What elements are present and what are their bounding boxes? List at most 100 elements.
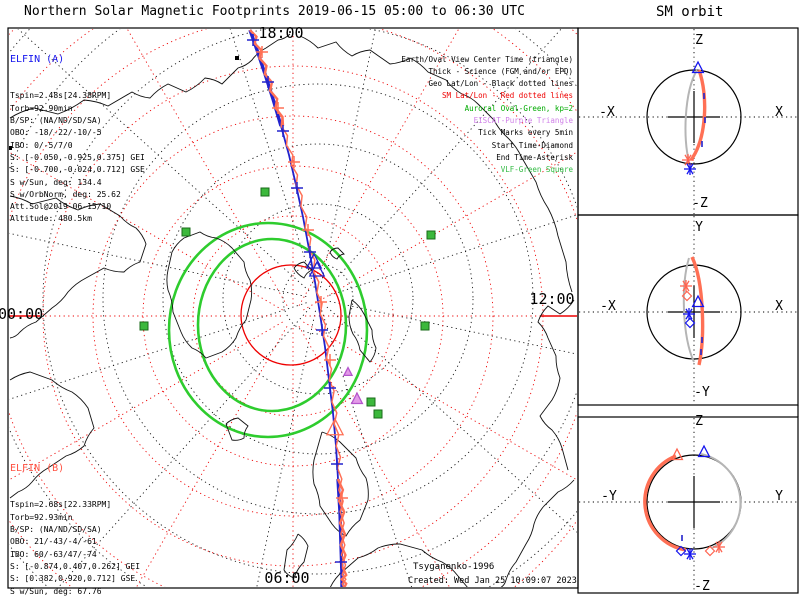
- coastline: [225, 417, 249, 441]
- elfin-b-info-line: Torb=92.93min: [10, 512, 73, 522]
- elfin-b-info-line: IBO: 60/-63/47/-74: [10, 549, 97, 559]
- orbit-arc-gray: [682, 257, 695, 363]
- geo-grid-radial: [325, 29, 562, 291]
- elfin-a-5min-tick: [316, 324, 328, 336]
- sm-panel-border: [577, 214, 799, 406]
- blue-triangle-marker: [691, 60, 705, 74]
- plot-title: Northern Solar Magnetic Footprints 2019-…: [24, 4, 525, 19]
- geo-grid-radial: [329, 214, 577, 296]
- elfin-a-5min-tick: [304, 246, 316, 258]
- auroral-oval: [196, 237, 348, 413]
- legend-item: Start Time-Diamond: [491, 140, 573, 150]
- sm-orbit-panel-1: Z -Z -X X: [579, 29, 797, 214]
- panel-axis-label: Z: [695, 414, 703, 429]
- station-square-marker: [9, 146, 12, 150]
- geo-grid-radial: [17, 29, 310, 292]
- panel-axis-label: -X: [599, 105, 615, 120]
- sm-orbit-panel-2: Y -Y -X X: [579, 216, 797, 404]
- elfin-b-track: [249, 29, 347, 587]
- blue-asterisk-marker: [683, 308, 695, 320]
- vlf-square-marker: [373, 409, 383, 419]
- panel-axis-label: X: [775, 299, 783, 314]
- coastline: [537, 299, 575, 471]
- sm-grid: [9, 29, 577, 587]
- orbit-arc-gray: [700, 453, 742, 549]
- elfin-b-info-line: S w/Sun, deg: 67.76: [10, 586, 102, 596]
- coastline: [329, 543, 468, 587]
- elfin-a-info-line: S w/OrbNorm, deg: 25.62: [10, 189, 121, 199]
- panel-axis-label: -Y: [694, 385, 710, 400]
- mlt-label: 06:00: [264, 569, 309, 587]
- eiscat-triangle-marker: [342, 366, 354, 377]
- elfin-b-info-line: OBO: 21/-43/-4/-61: [10, 537, 97, 547]
- coastline: [283, 533, 309, 579]
- elfin-b-5min-tick: [288, 156, 300, 168]
- elfin-a-5min-tick: [262, 76, 274, 88]
- map-content: [9, 29, 577, 587]
- legend-items: Earth/Oval View Center Time (triangle) Th…: [401, 54, 573, 177]
- elfin-a-info-line: Tspin=2.48s[24.38RPM]: [10, 91, 112, 101]
- elfin-b-track-science: [336, 478, 348, 587]
- geo-grid-circle: [102, 83, 534, 515]
- elfin-b-info-line: S w/OrbNorm, deg: 116.7: [10, 598, 140, 600]
- elfin-b-info-line: S: [-0.874,0.407,0.262] GEI: [10, 561, 141, 571]
- coral-asterisk-marker: [713, 541, 725, 553]
- elfin-b-info-line: S: [0.382,0.920,0.712] GSE: [10, 574, 136, 584]
- panel-axis-label: -X: [600, 299, 616, 314]
- vlf-square-marker: [426, 230, 436, 240]
- sm-grid-radial: [126, 29, 288, 306]
- model-label: Tsyganenko-1996: [413, 562, 495, 572]
- eiscat-triangle-marker: [350, 391, 364, 405]
- legend-item: Tick Marks every 5min: [478, 128, 573, 138]
- panel-axis-label: X: [775, 105, 783, 120]
- elfin-a-info-line: S w/Sun, deg: 134.4: [10, 177, 102, 187]
- sm-grid-radial: [298, 29, 460, 306]
- elfin-a-label: ELFIN (A): [10, 53, 65, 65]
- elfin-a-center-time-triangle: [308, 260, 326, 277]
- coral-diamond-marker: [681, 290, 693, 302]
- elfin-b-5min-tick: [315, 296, 327, 308]
- sm-panel-border: [577, 416, 799, 594]
- coastline: [9, 195, 147, 339]
- legend-item: End Time-Asterisk: [496, 152, 573, 162]
- blue-asterisk-marker: [684, 548, 696, 560]
- geo-grid-circle: [282, 263, 354, 335]
- coastline: [299, 35, 573, 293]
- blue-triangle-marker: [691, 294, 705, 308]
- coastline: [348, 299, 377, 363]
- elfin-b-label: ELFIN (B): [10, 462, 65, 474]
- coral-triangle-marker: [670, 447, 684, 461]
- mlt-label: 12:00: [529, 290, 574, 308]
- elfin-b-lines: Tspin=2.68s[22.33RPM] Torb=92.93min B/SP: …: [10, 499, 140, 600]
- auroral-oval: [167, 221, 369, 439]
- geo-grid-radial: [320, 29, 376, 288]
- elfin-a-info-line: S: [-0.050,-0.925,0.375] GEI: [10, 152, 145, 162]
- geo-grid-radial: [9, 232, 307, 297]
- geo-grid-radial: [329, 301, 577, 355]
- elfin-a-info-line: B/SP: (NA/ND/SD/SA): [10, 116, 102, 126]
- legend-item: Auroral Oval-Green, kp=2: [464, 103, 573, 113]
- coastline: [166, 231, 253, 359]
- sm-grid-radial: [9, 321, 283, 481]
- elfin-b-center-time-triangle: [325, 417, 345, 436]
- elfin-a-info-line: Altitude: 480.5km: [10, 214, 92, 224]
- elfin-a-info-line: IBO: 0/-5/7/0: [10, 140, 73, 150]
- panel-axis-label: Y: [775, 489, 783, 504]
- elfin-b-info-line: B/SP: (NA/ND/SD/SA): [10, 525, 102, 535]
- geo-grid-radial: [58, 307, 311, 587]
- coastline: [500, 479, 575, 587]
- sm-panel-border: [577, 27, 799, 216]
- blue-triangle-marker: [697, 444, 711, 458]
- legend-item: EISCAT-Purple Triangle: [473, 116, 573, 126]
- elfin-a-info-line: Torb=92.90min: [10, 103, 73, 113]
- sm-grid-radial: [298, 326, 450, 587]
- geo-grid-circle: [222, 203, 414, 395]
- elfin-a-info: ELFIN (A) Tspin=2.48s[24.38RPM] Torb=92.9…: [10, 29, 145, 250]
- panel-axis-label: Z: [695, 33, 703, 48]
- elfin-a-5min-tick: [247, 34, 259, 46]
- panel-axis-label: -Z: [692, 196, 708, 211]
- coastline: [329, 247, 345, 260]
- geo-grid-circle: [162, 143, 474, 455]
